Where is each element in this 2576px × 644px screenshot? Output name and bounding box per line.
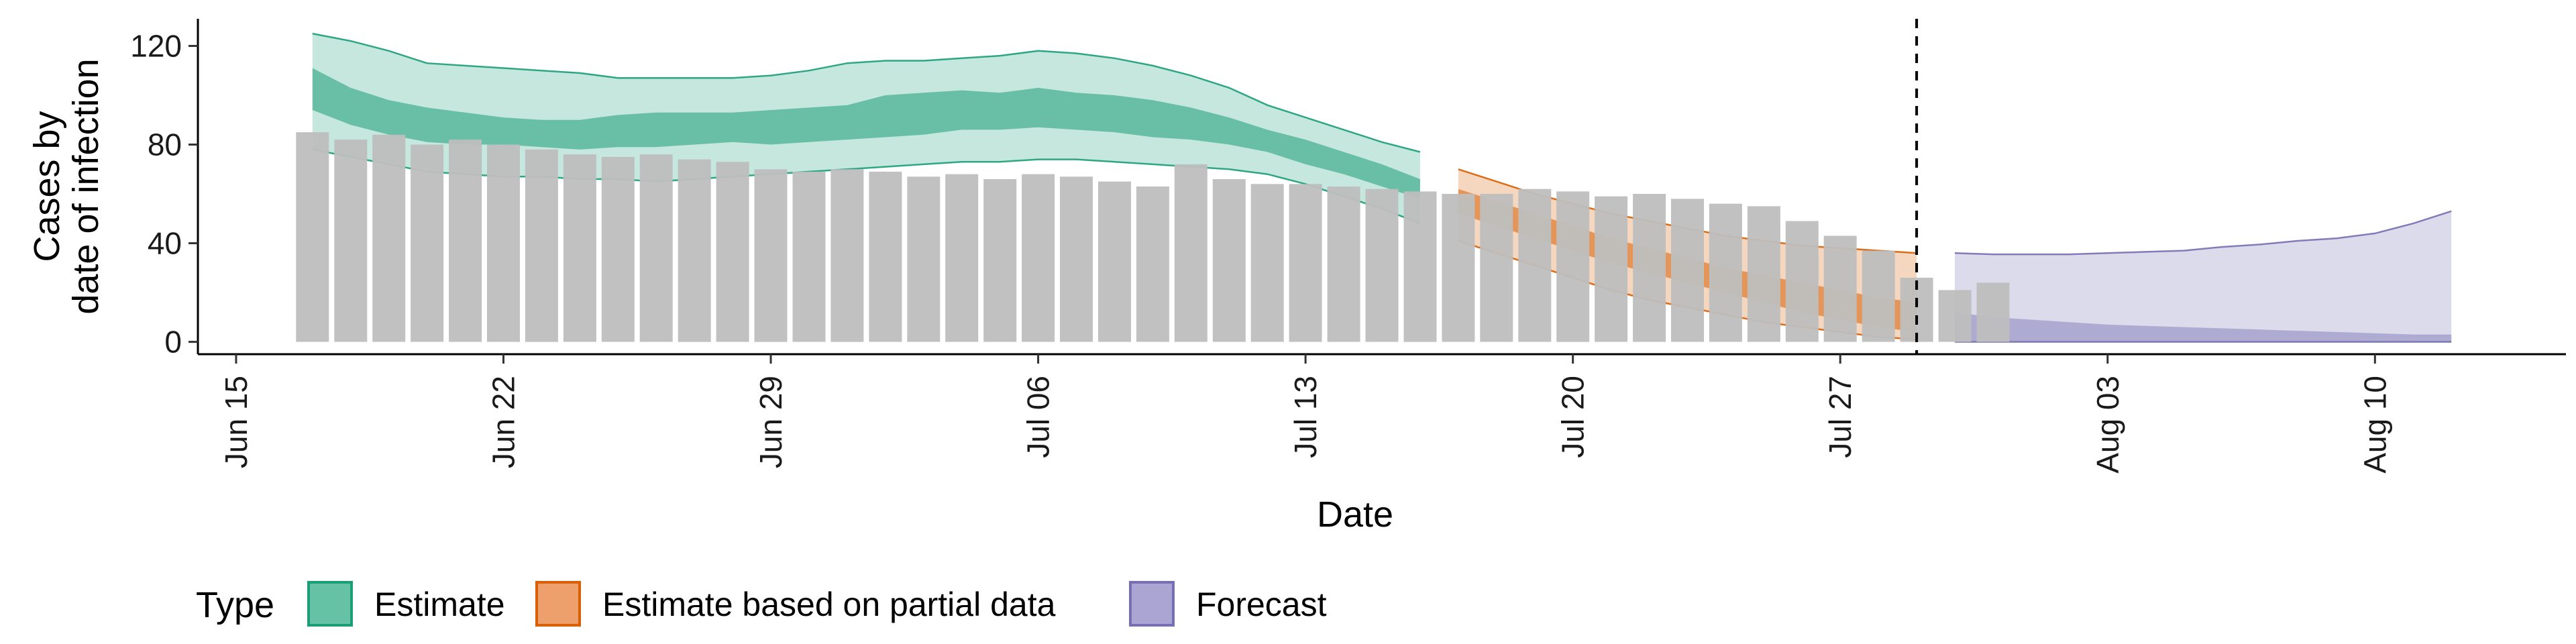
- y-axis-title-line1: Cases by: [27, 111, 67, 262]
- estimate-upper-line: [312, 32, 1421, 153]
- bar: [716, 162, 749, 342]
- bar: [792, 171, 826, 342]
- observed-bars: [296, 132, 2010, 342]
- bar: [563, 154, 596, 342]
- bar: [639, 154, 673, 342]
- forecast-band-90: [1955, 211, 2452, 342]
- bar: [1327, 186, 1360, 342]
- bar: [1595, 196, 1628, 342]
- legend-swatch-forecast: [1129, 581, 1175, 627]
- bar: [1938, 290, 1972, 342]
- legend: Type Estimate Estimate based on partial d…: [196, 581, 1327, 627]
- legend-title: Type: [196, 585, 274, 625]
- forecast-band-50: [1955, 312, 2452, 342]
- bar: [1250, 184, 1284, 342]
- x-tick-label: Jul 20: [1556, 376, 1591, 458]
- bar: [411, 144, 444, 342]
- legend-swatch-estimate: [307, 581, 353, 627]
- bar: [1862, 250, 1895, 342]
- bar: [1823, 235, 1857, 342]
- bar: [1403, 191, 1437, 342]
- x-tick-label: Jun 15: [219, 376, 254, 468]
- legend-swatch-estimate-based-on-partial-data: [535, 581, 581, 627]
- x-tick-label: Jul 06: [1021, 376, 1056, 458]
- forecast-upper-line: [1954, 210, 2452, 256]
- bar: [1709, 203, 1742, 342]
- bar: [1480, 194, 1513, 342]
- bar: [1785, 221, 1819, 342]
- bar: [1022, 174, 1055, 342]
- bar: [1098, 181, 1131, 342]
- y-axis-title-line2: date of infection: [66, 58, 106, 314]
- bar: [869, 171, 902, 342]
- bar: [334, 140, 368, 342]
- bar: [1518, 189, 1552, 342]
- x-axis-title: Date: [1317, 494, 1393, 535]
- x-tick-label: Aug 03: [2090, 376, 2125, 474]
- bar: [372, 134, 406, 342]
- bar: [1365, 189, 1399, 342]
- bar: [1747, 206, 1780, 342]
- legend-label-estimate: Estimate: [374, 586, 505, 623]
- bar: [487, 144, 520, 342]
- x-tick-label: Jun 22: [486, 376, 521, 468]
- bar: [754, 169, 788, 342]
- y-tick-label: 40: [148, 226, 182, 261]
- axes: 0 40 80 120 Jun 15 Jun 22 Jun 29 Jul 06 Jul 13 Ju…: [130, 19, 2566, 474]
- bar: [296, 132, 329, 342]
- y-tick-label: 0: [164, 325, 182, 360]
- bar: [449, 140, 482, 342]
- bar: [678, 159, 711, 342]
- bar: [1442, 194, 1475, 342]
- bar: [983, 179, 1017, 342]
- legend-label-forecast: Forecast: [1196, 586, 1327, 623]
- y-tick-label: 80: [148, 127, 182, 162]
- bar: [1289, 184, 1322, 342]
- x-tick-label: Jul 13: [1288, 376, 1323, 458]
- bar: [1174, 164, 1208, 342]
- estimate-band-50: [312, 68, 1420, 199]
- bar: [525, 149, 558, 342]
- bar: [1060, 176, 1093, 342]
- bar: [945, 174, 979, 342]
- y-tick-label: 120: [130, 28, 182, 63]
- bar: [907, 176, 941, 342]
- x-tick-label: Aug 10: [2357, 376, 2392, 474]
- bar: [1136, 186, 1169, 342]
- bar: [1976, 282, 2010, 342]
- legend-label-estimate-based-on-partial-data: Estimate based on partial data: [602, 586, 1056, 623]
- bar: [830, 169, 864, 342]
- x-tick-label: Jun 29: [753, 376, 788, 468]
- bar: [1633, 194, 1666, 342]
- bar: [601, 156, 635, 342]
- x-tick-label: Jul 27: [1823, 376, 1858, 458]
- bar: [1671, 199, 1704, 342]
- bar: [1556, 191, 1590, 342]
- bar: [1212, 179, 1246, 342]
